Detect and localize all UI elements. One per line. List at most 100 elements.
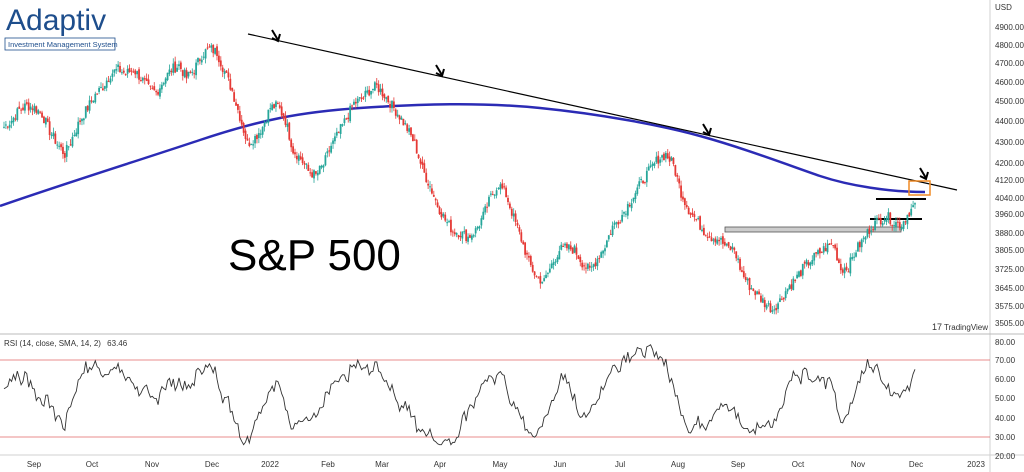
candle xyxy=(556,254,559,264)
candle xyxy=(63,150,66,163)
moving-average-line xyxy=(0,102,926,208)
candle xyxy=(780,295,783,301)
candle xyxy=(339,123,342,139)
price-tick-label: 4200.00 xyxy=(995,159,1024,168)
candle xyxy=(731,242,734,253)
candle xyxy=(448,219,450,223)
candle xyxy=(746,277,749,285)
price-tick-label: 3645.00 xyxy=(995,284,1024,293)
price-tick-label: 3960.00 xyxy=(995,210,1024,219)
candle xyxy=(862,235,865,243)
candle xyxy=(157,89,159,97)
candle xyxy=(769,300,772,313)
candle xyxy=(225,70,228,73)
price-tick-label: 3725.00 xyxy=(995,265,1024,274)
candle xyxy=(773,305,776,315)
candle xyxy=(60,142,62,151)
price-tick-label: 4800.00 xyxy=(995,41,1024,50)
candle xyxy=(864,235,867,244)
candle xyxy=(140,76,142,82)
candle xyxy=(533,271,536,279)
candle xyxy=(269,103,272,113)
candle xyxy=(43,115,45,124)
candle xyxy=(760,293,762,303)
candle xyxy=(54,131,57,145)
candle xyxy=(332,138,334,149)
candle xyxy=(372,88,374,94)
candle xyxy=(404,120,407,126)
candle xyxy=(792,276,795,291)
candle xyxy=(758,289,760,295)
candle xyxy=(573,244,576,254)
candle xyxy=(29,102,32,113)
candle xyxy=(638,177,641,189)
candle xyxy=(147,74,150,85)
candle xyxy=(107,75,110,83)
candle xyxy=(566,242,568,251)
candle xyxy=(503,182,506,190)
candle xyxy=(722,233,724,249)
candle xyxy=(37,108,40,115)
candle xyxy=(877,214,880,221)
candle xyxy=(278,101,281,110)
candle xyxy=(172,58,175,76)
date-tick-label: Dec xyxy=(205,460,219,469)
price-tick-label: 4120.00 xyxy=(995,176,1024,185)
candle xyxy=(815,252,818,258)
candle xyxy=(562,243,565,248)
candle xyxy=(866,228,869,239)
candle xyxy=(716,236,719,245)
candle xyxy=(908,211,911,217)
price-tick-label: 4400.00 xyxy=(995,117,1024,126)
candle xyxy=(320,164,323,170)
brand-name: Adaptiv xyxy=(6,4,106,37)
candle xyxy=(895,216,897,232)
candle xyxy=(813,252,816,266)
date-tick-label: Feb xyxy=(321,460,335,469)
candle xyxy=(828,243,831,245)
candle xyxy=(136,70,139,79)
date-tick-label: Aug xyxy=(671,460,685,469)
candle xyxy=(134,68,137,79)
candle xyxy=(176,64,178,72)
candle xyxy=(613,220,616,230)
candle xyxy=(406,123,409,134)
candle xyxy=(364,86,367,102)
candle xyxy=(550,260,553,269)
candle xyxy=(689,212,692,219)
candle xyxy=(261,126,264,138)
candle xyxy=(444,212,447,223)
candle xyxy=(798,270,800,278)
candle xyxy=(44,117,47,128)
candle xyxy=(436,199,439,208)
price-tick-label: 3805.00 xyxy=(995,246,1024,255)
candle xyxy=(495,187,498,199)
candle xyxy=(166,72,169,82)
candle xyxy=(73,130,76,137)
candle xyxy=(229,73,232,91)
candle xyxy=(647,163,650,171)
candle xyxy=(396,109,399,118)
candle xyxy=(98,86,100,95)
candle xyxy=(189,70,192,74)
candle xyxy=(564,242,566,248)
date-axis: Sep Oct Nov Dec 2022 Feb Mar Apr May Jun Jul Aug Sep… xyxy=(27,460,986,469)
rsi-tick-label: 50.00 xyxy=(995,394,1016,403)
candle xyxy=(659,157,662,166)
candle xyxy=(663,152,665,161)
candle xyxy=(463,226,466,235)
candle xyxy=(771,305,774,314)
date-tick-label: Nov xyxy=(851,460,865,469)
price-tick-label: 4900.00 xyxy=(995,23,1024,32)
candle xyxy=(761,294,764,304)
candle xyxy=(514,210,517,227)
candle xyxy=(185,67,188,84)
candle xyxy=(250,143,253,146)
candle xyxy=(290,138,293,152)
candle xyxy=(257,128,260,144)
date-tick-label: Jul xyxy=(615,460,625,469)
date-tick-label: 2023 xyxy=(967,460,985,469)
candle xyxy=(655,151,658,164)
price-tick-label: 4040.00 xyxy=(995,194,1024,203)
